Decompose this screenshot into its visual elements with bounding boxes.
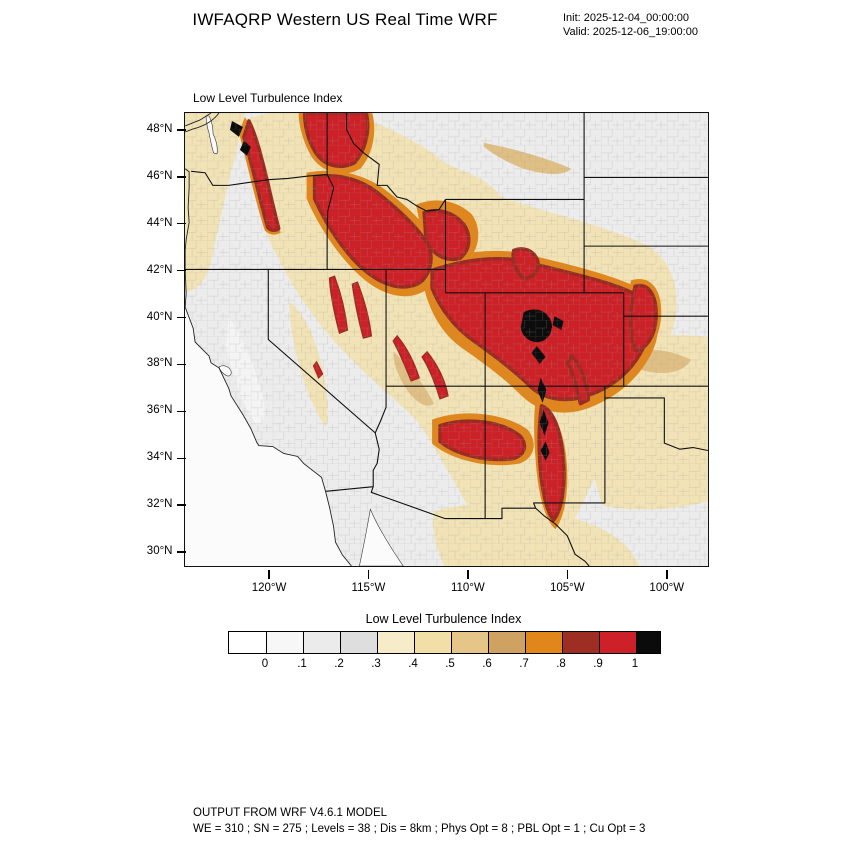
colorbar-tick-label: .9 — [593, 658, 603, 670]
gulf-of-california — [359, 508, 404, 566]
colorbar-cell — [451, 632, 488, 653]
colorbar-cell — [266, 632, 303, 653]
lat-tick-label: 44°N — [146, 216, 173, 229]
lon-tick-mark — [268, 570, 270, 579]
puget-sound — [205, 115, 218, 155]
colorbar-tick-label: .8 — [556, 658, 566, 670]
lon-tick-label: 110°W — [450, 581, 485, 594]
lon-tick-label: 100°W — [649, 581, 685, 594]
lat-tick-label: 38°N — [146, 357, 173, 370]
model-version-line: OUTPUT FROM WRF V4.6.1 MODEL — [193, 807, 388, 819]
colorbar-cell — [377, 632, 414, 653]
colorbar-tick-label: .7 — [519, 658, 529, 670]
lon-tick-label: 120°W — [251, 581, 287, 594]
colorbar-tick-label: .1 — [297, 658, 307, 670]
colorbar-cell — [599, 632, 636, 653]
state-borders — [185, 113, 708, 566]
lat-tick-label: 48°N — [146, 122, 173, 135]
page-title: IWFAQRP Western US Real Time WRF — [192, 10, 498, 29]
colorbar-tick-label: .5 — [445, 658, 455, 670]
run-info: Init: 2025-12-04_00:00:00 Valid: 2025-12… — [563, 11, 698, 39]
sf-bay — [218, 365, 232, 377]
colorbar-cell — [525, 632, 562, 653]
inland-waters — [205, 115, 404, 566]
colorbar-tick-label: .6 — [482, 658, 492, 670]
colorbar-title: Low Level Turbulence Index — [365, 612, 522, 626]
lat-tick-label: 46°N — [146, 169, 173, 182]
colorbar-labels: 0 .1 .2 .3 .4 .5 .6 .7 .8 .9 1 — [228, 658, 659, 674]
lon-tick-label: 105°W — [549, 581, 585, 594]
lat-tick-label: 30°N — [146, 545, 173, 558]
colorbar-tick-label: .2 — [334, 658, 344, 670]
model-config-line: WE = 310 ; SN = 275 ; Levels = 38 ; Dis … — [193, 822, 646, 835]
valid-time: Valid: 2025-12-06_19:00:00 — [563, 26, 698, 38]
lat-tick-label: 42°N — [146, 263, 173, 276]
colorbar-cell — [562, 632, 599, 653]
lat-tick-label: 34°N — [146, 451, 173, 464]
lon-tick-mark — [666, 570, 668, 579]
colorbar-cell — [340, 632, 377, 653]
init-time: Init: 2025-12-04_00:00:00 — [563, 12, 689, 24]
lon-tick-label: 115°W — [351, 581, 386, 594]
lon-tick-mark — [367, 570, 370, 579]
footer: OUTPUT FROM WRF V4.6.1 MODEL WE = 310 ; … — [193, 806, 645, 837]
colorbar-cell — [636, 632, 660, 653]
colorbar-tick-label: .3 — [371, 658, 381, 670]
lon-tick-mark — [566, 570, 569, 579]
colorbar-cell — [488, 632, 525, 653]
colorbar-tick-label: 0 — [261, 658, 269, 670]
lon-tick-mark — [467, 570, 469, 579]
map-canvas — [184, 112, 709, 567]
colorbar-cell — [303, 632, 340, 653]
field-label: Low Level Turbulence Index — [193, 91, 343, 105]
lat-tick-label: 40°N — [146, 310, 173, 323]
lat-tick-label: 36°N — [146, 404, 173, 417]
colorbar — [228, 631, 661, 654]
colorbar-cell — [414, 632, 451, 653]
coastline — [185, 113, 352, 566]
lat-tick-label: 32°N — [146, 498, 173, 511]
colorbar-tick-label: .4 — [408, 658, 418, 670]
colorbar-tick-label: 1 — [631, 658, 639, 670]
colorbar-cell — [229, 632, 266, 653]
